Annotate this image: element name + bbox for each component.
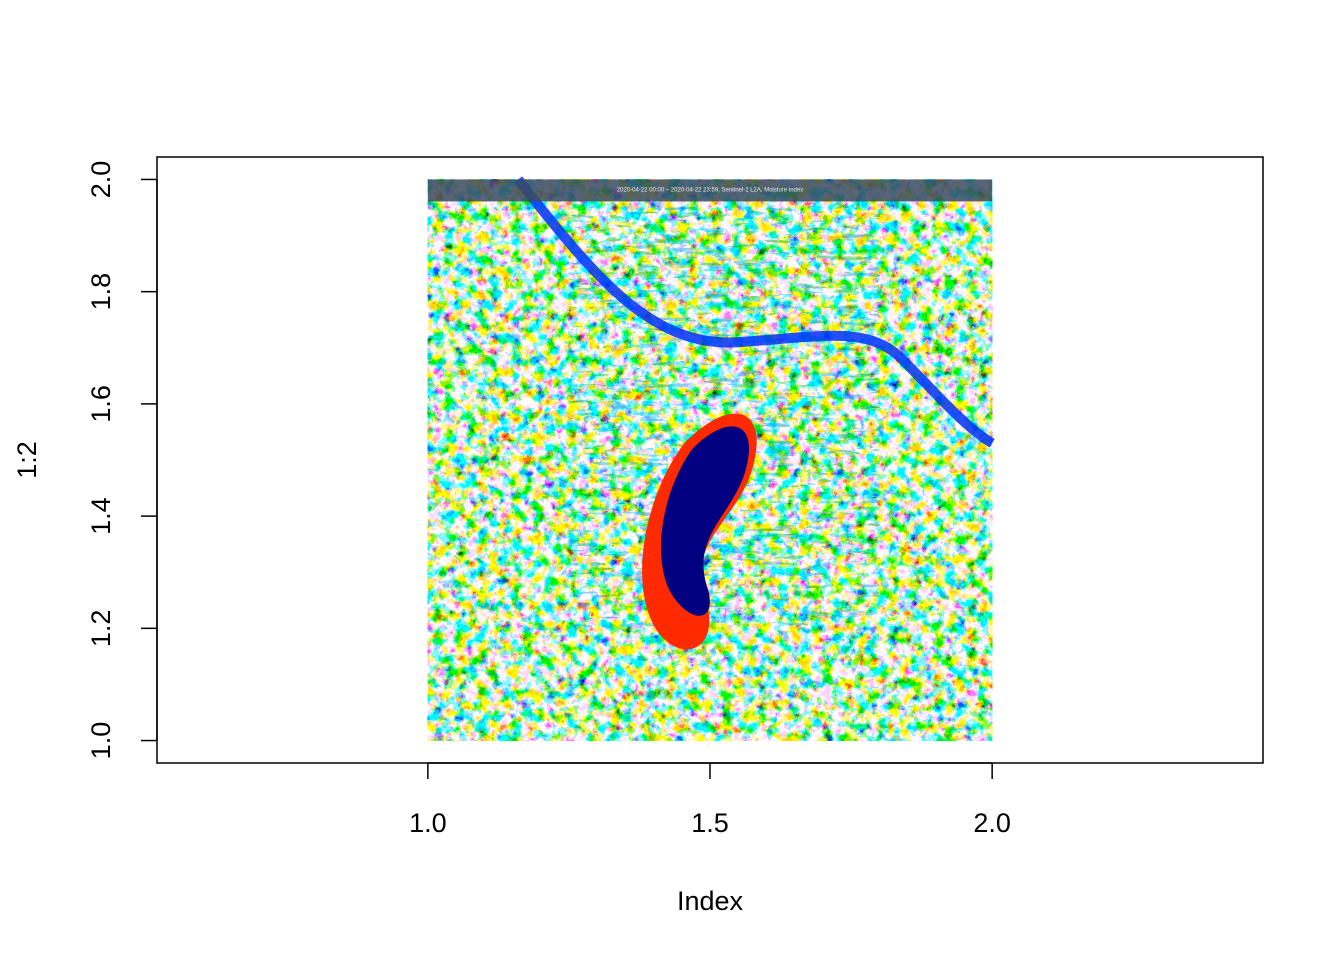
y-tick-label: 1.6 bbox=[86, 385, 116, 423]
y-tick-label: 1.0 bbox=[86, 722, 116, 760]
x-tick-label: 2.0 bbox=[973, 808, 1011, 838]
y-axis-title: 1:2 bbox=[12, 441, 42, 479]
x-tick-label: 1.5 bbox=[691, 808, 729, 838]
image-banner-text: 2020-04-22 00:00 – 2020-04-22 23:59, Sen… bbox=[617, 187, 803, 193]
y-tick-label: 1.4 bbox=[86, 497, 116, 535]
x-tick-label: 1.0 bbox=[409, 808, 447, 838]
y-tick-label: 1.8 bbox=[86, 273, 116, 311]
river bbox=[514, 176, 995, 448]
raster-image: 2020-04-22 00:00 – 2020-04-22 23:59, Sen… bbox=[427, 176, 995, 741]
x-axis: 1.0 1.5 2.0 bbox=[409, 762, 1011, 838]
y-axis: 1.0 1.2 1.4 1.6 1.8 2.0 bbox=[86, 161, 158, 760]
y-tick-label: 1.2 bbox=[86, 610, 116, 648]
y-tick-label: 2.0 bbox=[86, 161, 116, 199]
x-axis-title: Index bbox=[677, 886, 744, 916]
lake bbox=[661, 426, 750, 616]
image-banner bbox=[427, 179, 993, 202]
